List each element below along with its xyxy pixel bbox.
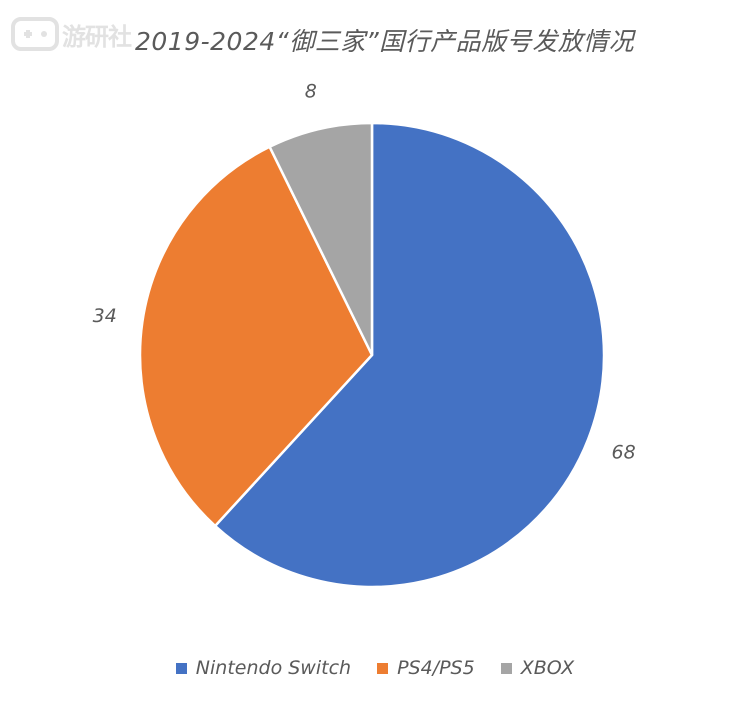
data-label-xbox: 8 [305,81,317,103]
pie-slice-switch [213,121,606,589]
pie-slice-xbox [268,121,374,357]
gamepad-icon [11,17,59,51]
chart-legend: Nintendo Switch PS4/PS5 XBOX [0,657,750,679]
watermark-logo [10,13,62,61]
pie-slice-ps [138,145,374,528]
legend-swatch-xbox [500,662,512,674]
legend-label-switch: Nintendo Switch [195,657,352,679]
legend-swatch-ps [377,662,389,674]
legend-label-ps: PS4/PS5 [397,657,475,679]
legend-label-xbox: XBOX [520,657,575,679]
watermark-text: 游研社 [62,23,132,51]
chart-title: 2019-2024“御三家”国行产品版号发放情况 [135,27,635,56]
legend-item-xbox: XBOX [500,657,575,679]
legend-swatch-switch [175,662,187,674]
legend-item-switch: Nintendo Switch [175,657,352,679]
data-label-ps: 34 [93,305,117,327]
data-label-switch: 68 [612,441,636,463]
legend-item-ps: PS4/PS5 [377,657,475,679]
